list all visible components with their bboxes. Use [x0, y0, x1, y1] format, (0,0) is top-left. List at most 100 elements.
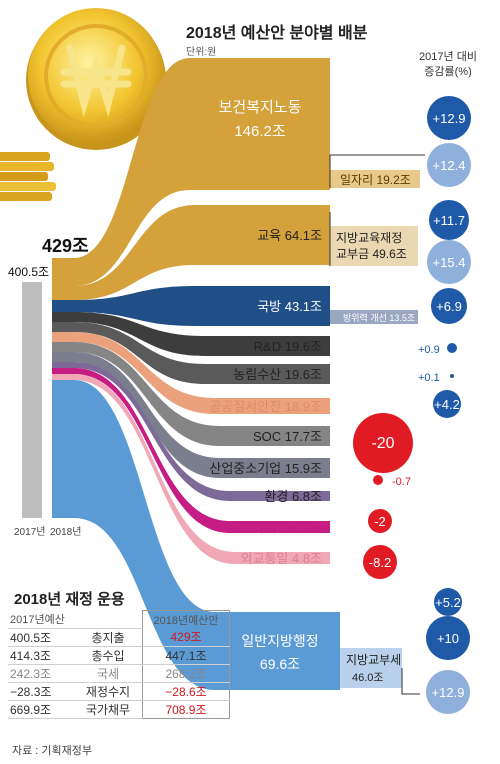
bar-2017: [22, 282, 42, 518]
growth-bubble-sub-0: [427, 143, 471, 187]
growth-bubble-10: [434, 588, 462, 616]
bar-segment-3: [52, 312, 74, 322]
flow-2: [74, 286, 330, 326]
bar-segment-7: [52, 352, 74, 362]
source-note: 자료 : 기획재정부: [12, 745, 93, 757]
coin-illustration: [0, 8, 166, 201]
growth-header-line1: 2017년 대비: [419, 50, 477, 63]
growth-value: +5.2: [435, 595, 461, 610]
flow-1: [74, 205, 330, 300]
bar-segment-0: [52, 258, 74, 286]
total-2017-label: 400.5조: [8, 265, 49, 279]
bar-segment-8: [52, 362, 74, 368]
growth-value: +0.1: [418, 372, 440, 384]
total-bars: [22, 258, 74, 518]
category-label: 문화체육 6.3조: [241, 520, 323, 535]
flow-5: [74, 332, 330, 414]
flow-4: [74, 322, 330, 384]
bar-segment-4: [52, 322, 74, 332]
growth-value: +4.2: [434, 397, 460, 412]
table-row: 400.5조 총지출 429조: [8, 628, 230, 647]
growth-bubble-5: [433, 390, 461, 418]
won-icon: [60, 44, 132, 118]
growth-value: +0.9: [418, 344, 440, 356]
sub-item-label: 방위력 개선 13.5조: [343, 312, 415, 323]
sub-item-label: 지방교부세: [346, 653, 401, 667]
bar-segment-2: [52, 300, 74, 312]
growth-bubble-11: [426, 616, 470, 660]
sub-band-1: [330, 226, 418, 266]
growth-value: -2: [374, 514, 386, 529]
fiscal-title: 2018년 재정 운용: [14, 591, 125, 608]
growth-bubble-6: [353, 413, 413, 473]
category-label: 보건복지노동: [219, 99, 302, 116]
flow-11: [74, 380, 340, 690]
table-row: 242.3조 국세 268.2조: [8, 664, 230, 683]
category-label: 외교통일 4.8조: [241, 551, 323, 566]
bar-segment-9: [52, 368, 74, 374]
category-label: 환경 6.8조: [264, 489, 322, 504]
bar-segment-6: [52, 342, 74, 352]
growth-value: +15.4: [433, 255, 466, 270]
table-row: −28.3조 재정수지 −28.6조: [8, 682, 230, 701]
growth-header-line2: 증감률(%): [424, 65, 471, 78]
chart-title: 2018년 예산안 분야별 배분: [186, 23, 368, 42]
category-value: 146.2조: [234, 123, 286, 140]
growth-bubble-sub-1: [427, 240, 471, 284]
unit-label: 단위:원: [186, 45, 216, 58]
sub-band-3: [340, 648, 402, 688]
growth-bubble-1: [429, 200, 469, 240]
sub-item-label: 일자리 19.2조: [340, 173, 411, 187]
category-label: 산업중소기업 15.9조: [209, 461, 322, 476]
flow-0: [74, 58, 330, 286]
growth-bubbles: +12.9 +11.7 +6.9 +0.9 +0.1 +4.2 -20 -0.7 -2 -8.2 +…: [353, 96, 471, 660]
growth-value: +12.9: [433, 111, 466, 126]
growth-value: -0.7: [392, 476, 411, 488]
category-label: R&D 19.6조: [254, 339, 322, 354]
header-2017: 2017년예산: [8, 610, 74, 629]
category-label: 국방 43.1조: [257, 299, 322, 314]
growth-bubble-2: [431, 288, 467, 324]
category-label: 농림수산 19.6조: [233, 367, 322, 382]
sub-item-value: 46.0조: [352, 672, 384, 684]
category-value: 69.6조: [260, 656, 300, 672]
growth-bubble-3: [447, 343, 457, 353]
growth-bubble-sub-3: [426, 670, 470, 714]
category-label: 공공질서안전 18.9조: [209, 399, 322, 414]
category-label: 교육 64.1조: [257, 228, 322, 243]
growth-bubble-7: [373, 475, 383, 485]
xlabel-2017: 2017년: [14, 526, 45, 538]
flow-3: [74, 312, 330, 356]
bar-segment-11: [52, 380, 74, 518]
growth-bubble-0: [427, 96, 471, 140]
growth-value: +12.9: [432, 685, 465, 700]
table-row: 414.3조 총수입 447.1조: [8, 646, 230, 665]
sub-item-label: 교부금 49.6조: [336, 247, 407, 261]
bar-segment-1: [52, 286, 74, 300]
growth-bubble-9: [363, 545, 397, 579]
bar-segment-10: [52, 374, 74, 380]
xlabel-2018: 2018년: [50, 526, 81, 538]
growth-value: +11.7: [433, 213, 465, 228]
category-label: SOC 17.7조: [253, 429, 322, 444]
growth-bubble-8: [368, 509, 392, 533]
category-label: 일반지방행정: [241, 633, 318, 649]
header-2018: 2018년예산안: [142, 610, 230, 628]
growth-value: +12.4: [433, 158, 466, 173]
growth-bubble-4: [450, 374, 454, 378]
flow-7: [74, 352, 330, 478]
sankey-flows: [74, 58, 340, 690]
sub-band-2: [330, 310, 418, 324]
total-2018-label: 429조: [42, 236, 89, 256]
growth-value: +10: [437, 631, 459, 646]
table-header-row: 2017년예산 2018년예산안: [8, 610, 230, 629]
growth-value: +6.9: [436, 299, 462, 314]
flow-6: [74, 342, 330, 446]
table-row: 669.9조 국가채무 708.9조: [8, 700, 230, 719]
growth-value: -8.2: [369, 555, 391, 570]
sub-item-label: 지방교육재정: [336, 231, 402, 245]
